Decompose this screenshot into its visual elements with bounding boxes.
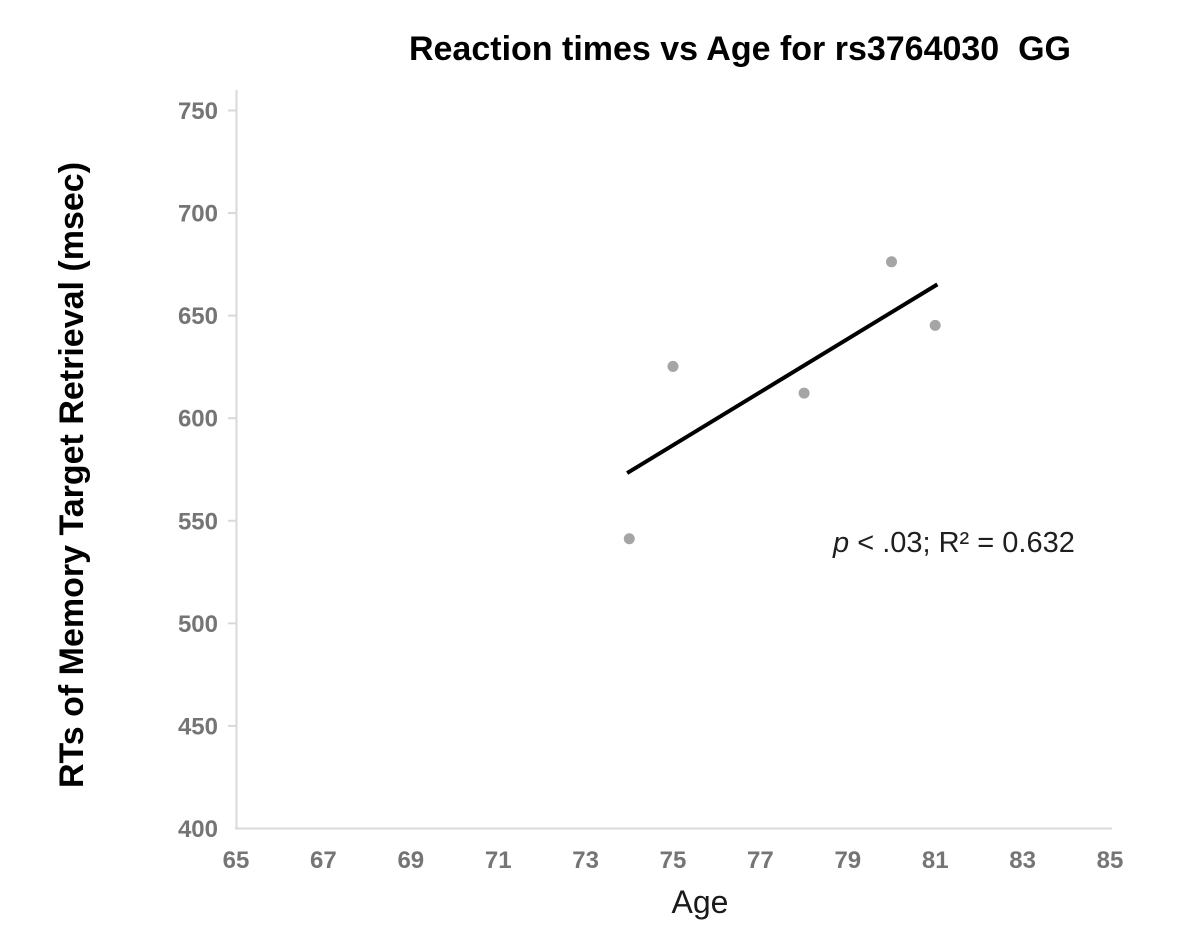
x-tick-label: 81 <box>922 847 949 874</box>
x-tick-label: 73 <box>572 847 599 874</box>
x-tick-label: 69 <box>397 847 424 874</box>
p-value-symbol: p <box>833 527 850 559</box>
x-tick-label: 75 <box>660 847 687 874</box>
data-point <box>667 360 679 372</box>
trend-line <box>626 282 939 475</box>
stats-annotation: p < .03; R² = 0.632 <box>833 527 1075 560</box>
y-tick-label: 600 <box>178 406 218 433</box>
y-tick-label: 500 <box>178 611 218 638</box>
y-axis-title: RTs of Memory Target Retrieval (msec) <box>53 161 91 789</box>
x-tick-label: 71 <box>485 847 512 874</box>
y-tick-label: 750 <box>178 98 218 125</box>
x-tick-label: 83 <box>1009 847 1036 874</box>
x-tick-label: 67 <box>310 847 337 874</box>
data-point <box>623 533 635 545</box>
y-tick-label: 700 <box>178 201 218 228</box>
data-point <box>886 256 897 268</box>
y-tick-label: 650 <box>178 303 218 330</box>
data-point <box>929 319 941 331</box>
data-point <box>798 387 810 399</box>
y-tick-label: 550 <box>178 508 218 535</box>
x-tick-label: 77 <box>747 847 774 874</box>
x-axis-title: Age <box>671 884 729 920</box>
x-tick-label: 85 <box>1097 847 1124 874</box>
y-tick-label: 450 <box>178 713 218 740</box>
x-tick-label: 79 <box>834 847 861 874</box>
chart-title: Reaction times vs Age for rs3764030 GG <box>408 30 1072 68</box>
y-tick-label: 400 <box>178 816 218 843</box>
x-tick-label: 65 <box>223 847 250 874</box>
stats-annotation-text: < .03; R² = 0.632 <box>849 527 1075 559</box>
